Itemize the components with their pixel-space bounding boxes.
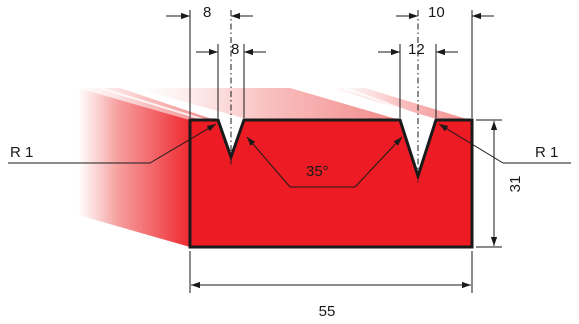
- width-label: 55: [319, 303, 336, 320]
- left-radius-leader: R 1: [8, 123, 217, 164]
- height-label: 31: [507, 176, 524, 193]
- dim-width: 55: [189, 251, 473, 320]
- dim-top-left-width: 8: [166, 4, 253, 21]
- die-side-face: [78, 88, 190, 247]
- groove-shade-line: [127, 87, 236, 121]
- dim-label: 8: [231, 41, 239, 58]
- right-radius-leader: R 1: [438, 123, 571, 164]
- angle-label: 35°: [306, 163, 329, 180]
- groove-shade-line: [309, 87, 411, 121]
- dim-top-right-width: 10: [396, 4, 494, 21]
- dim-top-left-inner: 8: [196, 41, 266, 58]
- right-radius-label: R 1: [535, 144, 558, 161]
- dim-label: 12: [408, 41, 425, 58]
- dim-top-right-inner: 12: [378, 41, 458, 58]
- die-extrusion: [78, 87, 470, 247]
- groove-shade-line: [99, 87, 206, 121]
- angle-leader: 35°: [246, 136, 403, 188]
- die-top-face-middle: [135, 88, 400, 120]
- die-front-face: [188, 118, 474, 249]
- dim-height: 31: [476, 119, 524, 248]
- left-radius-label: R 1: [10, 144, 33, 161]
- dim-label: 10: [428, 4, 445, 21]
- top-extension-lines: [189, 10, 473, 118]
- dim-label: 8: [203, 4, 211, 21]
